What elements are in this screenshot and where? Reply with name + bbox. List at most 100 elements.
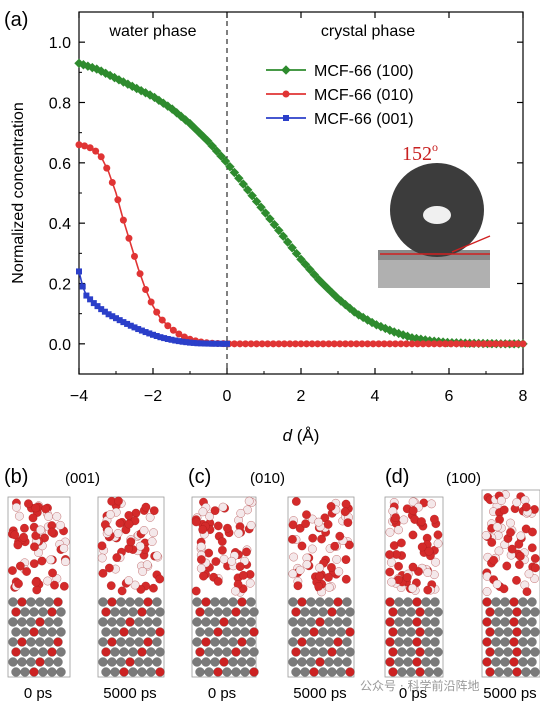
water-atom bbox=[326, 502, 336, 511]
data-point bbox=[147, 298, 155, 306]
water-atom bbox=[218, 502, 228, 512]
water-atom bbox=[291, 497, 301, 506]
crystal-atom bbox=[222, 607, 232, 617]
crystal-atom bbox=[228, 637, 238, 647]
data-point bbox=[264, 340, 272, 348]
crystal-atom bbox=[134, 657, 144, 667]
crystal-atom bbox=[213, 667, 223, 677]
water-atom bbox=[288, 569, 298, 579]
crystal-atom bbox=[518, 657, 528, 667]
data-point bbox=[90, 300, 97, 307]
crystal-atom bbox=[318, 647, 328, 657]
panel-d-title: (100) bbox=[446, 470, 481, 487]
crystal-atom bbox=[222, 627, 232, 637]
water-atom bbox=[149, 528, 158, 538]
water-atom bbox=[301, 519, 310, 529]
crystal-atom bbox=[388, 667, 398, 677]
crystal-atom bbox=[421, 637, 431, 647]
data-point bbox=[75, 141, 83, 149]
data-point bbox=[116, 317, 123, 324]
crystal-atom bbox=[134, 597, 144, 607]
water-atom bbox=[502, 561, 512, 571]
crystal-atom bbox=[300, 627, 310, 637]
crystal-atom bbox=[336, 607, 346, 617]
water-atom bbox=[56, 520, 65, 530]
data-point bbox=[508, 340, 516, 348]
water-atom bbox=[530, 554, 540, 563]
water-atom bbox=[52, 512, 62, 521]
crystal-atom bbox=[288, 597, 298, 607]
water-atom bbox=[317, 534, 326, 544]
crystal-atom bbox=[11, 627, 21, 637]
crystal-atom bbox=[500, 657, 510, 667]
data-point bbox=[123, 79, 133, 89]
crystal-atom bbox=[297, 617, 307, 627]
crystal-atom bbox=[192, 597, 202, 607]
crystal-atom bbox=[152, 617, 162, 627]
crystal-atom bbox=[403, 657, 413, 667]
crystal-atom bbox=[192, 637, 202, 647]
crystal-atom bbox=[246, 637, 256, 647]
crystal-atom bbox=[192, 617, 202, 627]
y-tick-label: 0.2 bbox=[49, 277, 71, 294]
data-point bbox=[256, 202, 266, 212]
data-point bbox=[142, 329, 149, 336]
water-atom bbox=[499, 505, 509, 515]
data-point bbox=[318, 279, 328, 289]
crystal-atom bbox=[228, 657, 238, 667]
crystal-atom bbox=[134, 617, 144, 627]
crystal-atom bbox=[406, 627, 416, 637]
water-atom bbox=[24, 499, 33, 509]
water-atom bbox=[152, 551, 162, 561]
water-atom bbox=[433, 530, 443, 540]
data-point bbox=[353, 340, 360, 348]
data-point bbox=[86, 144, 94, 152]
water-atom bbox=[31, 531, 41, 541]
crystal-atom bbox=[345, 627, 355, 637]
crystal-atom bbox=[143, 637, 153, 647]
water-atom bbox=[408, 583, 417, 593]
x-tick-label: 0 bbox=[223, 388, 232, 405]
data-point bbox=[345, 303, 355, 313]
water-atom bbox=[387, 577, 396, 587]
crystal-atom bbox=[53, 637, 63, 647]
data-point bbox=[98, 306, 105, 313]
crystal-atom bbox=[482, 617, 492, 627]
crystal-atom bbox=[433, 667, 443, 677]
panel-b-label: (b) bbox=[4, 466, 28, 488]
water-atom bbox=[142, 560, 152, 570]
data-point bbox=[225, 161, 235, 172]
data-point bbox=[127, 81, 137, 92]
water-atom bbox=[521, 502, 531, 512]
crystal-atom bbox=[297, 637, 307, 647]
tangent-line bbox=[451, 235, 491, 253]
water-atom bbox=[512, 498, 522, 507]
crystal-atom bbox=[491, 637, 501, 647]
water-atom bbox=[46, 555, 56, 565]
legend: MCF-66 (100) MCF-66 (010) MCF-66 (001) bbox=[266, 63, 414, 128]
crystal-atom bbox=[125, 597, 135, 607]
data-point bbox=[101, 308, 108, 315]
crystal-atom bbox=[192, 657, 202, 667]
crystal-atom bbox=[155, 647, 165, 657]
crystal-atom bbox=[56, 627, 66, 637]
crystal-atom bbox=[137, 667, 147, 677]
crystal-atom bbox=[137, 607, 147, 617]
water-atom bbox=[324, 573, 333, 582]
water-atom bbox=[417, 517, 426, 526]
crystal-atom bbox=[47, 607, 57, 617]
water-atom bbox=[332, 555, 342, 564]
crystal-atom bbox=[128, 627, 138, 637]
data-point bbox=[103, 164, 111, 172]
water-atom bbox=[61, 557, 70, 566]
data-point bbox=[220, 156, 231, 166]
data-point bbox=[175, 330, 183, 338]
water-atom bbox=[213, 577, 223, 586]
water-atom bbox=[315, 572, 325, 581]
crystal-atom bbox=[500, 637, 510, 647]
data-point bbox=[425, 340, 433, 348]
water-atom bbox=[97, 541, 107, 551]
crystal-atom bbox=[35, 617, 45, 627]
data-point bbox=[167, 104, 177, 114]
